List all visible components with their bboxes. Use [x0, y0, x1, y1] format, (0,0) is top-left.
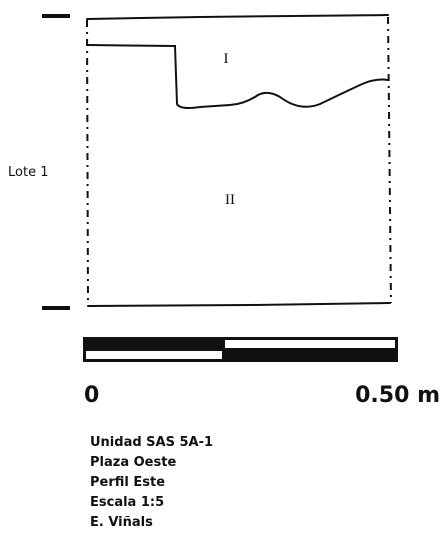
- scale-bar-segment: [225, 340, 395, 348]
- caption-line: Perfil Este: [90, 475, 165, 490]
- lot-label: Lote 1: [8, 165, 48, 180]
- scale-end: 0.50 m: [355, 383, 440, 408]
- caption-line: E. Viñals: [90, 515, 153, 530]
- right-edge: [387, 16, 392, 304]
- layer-label: I: [224, 51, 229, 67]
- bottom-line: [87, 302, 391, 307]
- scale-bar-segment: [86, 351, 222, 359]
- scale-start: 0: [84, 383, 99, 408]
- top-line: [86, 14, 389, 20]
- layer-label: II: [225, 192, 235, 208]
- layer-boundary: [86, 44, 389, 109]
- caption-line: Escala 1:5: [90, 495, 164, 510]
- caption-line: Unidad SAS 5A-1: [90, 435, 213, 450]
- caption-line: Plaza Oeste: [90, 455, 176, 470]
- left-edge: [86, 19, 89, 306]
